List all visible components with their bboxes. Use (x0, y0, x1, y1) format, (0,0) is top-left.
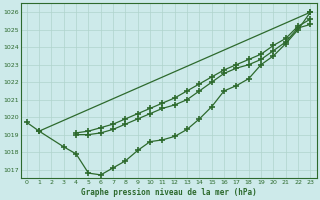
X-axis label: Graphe pression niveau de la mer (hPa): Graphe pression niveau de la mer (hPa) (81, 188, 256, 197)
